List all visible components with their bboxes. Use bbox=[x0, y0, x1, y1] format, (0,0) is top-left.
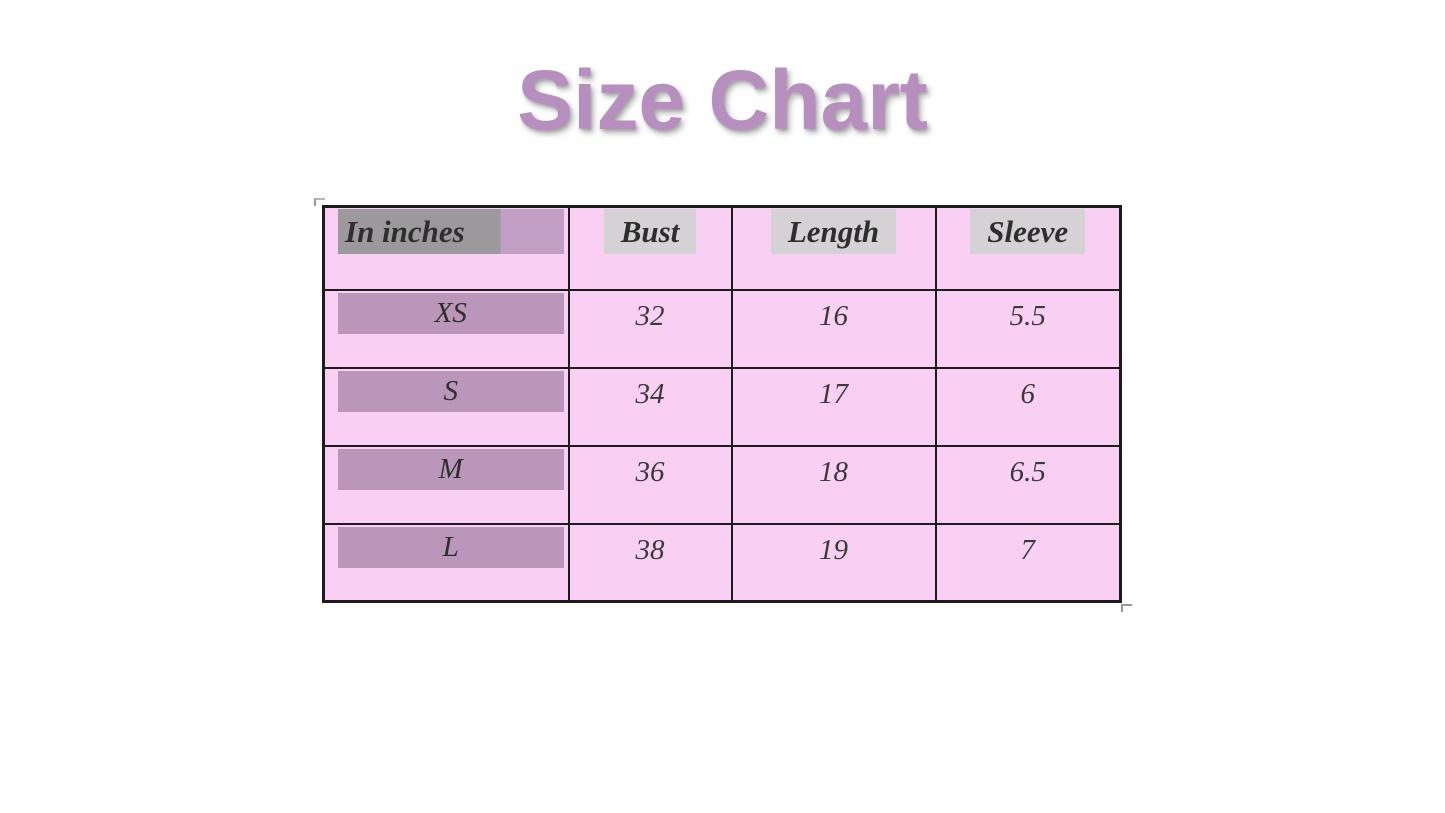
sleeve-value: 5.5 bbox=[934, 288, 1122, 369]
size-cell: S bbox=[322, 366, 570, 447]
table-row-m: M 36 18 6.5 bbox=[322, 444, 1122, 525]
column-header-length: Length bbox=[770, 209, 897, 254]
crop-mark-bottom-right bbox=[1121, 604, 1132, 612]
size-label: M bbox=[338, 448, 564, 490]
bust-value: 38 bbox=[567, 522, 733, 603]
sleeve-value: 6 bbox=[934, 366, 1122, 447]
unit-header-band: In inches bbox=[338, 209, 564, 254]
column-header-sleeve: Sleeve bbox=[970, 209, 1086, 254]
table-row-xs: XS 32 16 5.5 bbox=[322, 288, 1122, 369]
table-row-s: S 34 17 6 bbox=[322, 366, 1122, 447]
table-header-row: In inches Bust Length Sleeve bbox=[322, 205, 1122, 291]
size-chart-table: In inches Bust Length Sleeve XS 32 16 5.… bbox=[322, 205, 1122, 603]
column-header-cell-length: Length bbox=[730, 205, 937, 291]
sleeve-value: 7 bbox=[934, 522, 1122, 603]
column-header-cell-sleeve: Sleeve bbox=[934, 205, 1122, 291]
column-header-bust: Bust bbox=[603, 209, 697, 254]
size-label: L bbox=[338, 526, 564, 568]
size-cell: L bbox=[322, 522, 570, 603]
length-value: 17 bbox=[730, 366, 937, 447]
sleeve-value: 6.5 bbox=[934, 444, 1122, 525]
size-label: XS bbox=[338, 292, 564, 334]
size-cell: M bbox=[322, 444, 570, 525]
size-label: S bbox=[338, 370, 564, 412]
unit-header-cell: In inches bbox=[322, 205, 570, 291]
length-value: 16 bbox=[730, 288, 937, 369]
bust-value: 34 bbox=[567, 366, 733, 447]
bust-value: 36 bbox=[567, 444, 733, 525]
table-row-l: L 38 19 7 bbox=[322, 522, 1122, 603]
unit-label: In inches bbox=[345, 213, 465, 249]
crop-mark-top-left bbox=[314, 198, 325, 206]
bust-value: 32 bbox=[567, 288, 733, 369]
size-cell: XS bbox=[322, 288, 570, 369]
length-value: 18 bbox=[730, 444, 937, 525]
page-title: Size Chart bbox=[517, 53, 928, 147]
column-header-cell-bust: Bust bbox=[567, 205, 733, 291]
length-value: 19 bbox=[730, 522, 937, 603]
